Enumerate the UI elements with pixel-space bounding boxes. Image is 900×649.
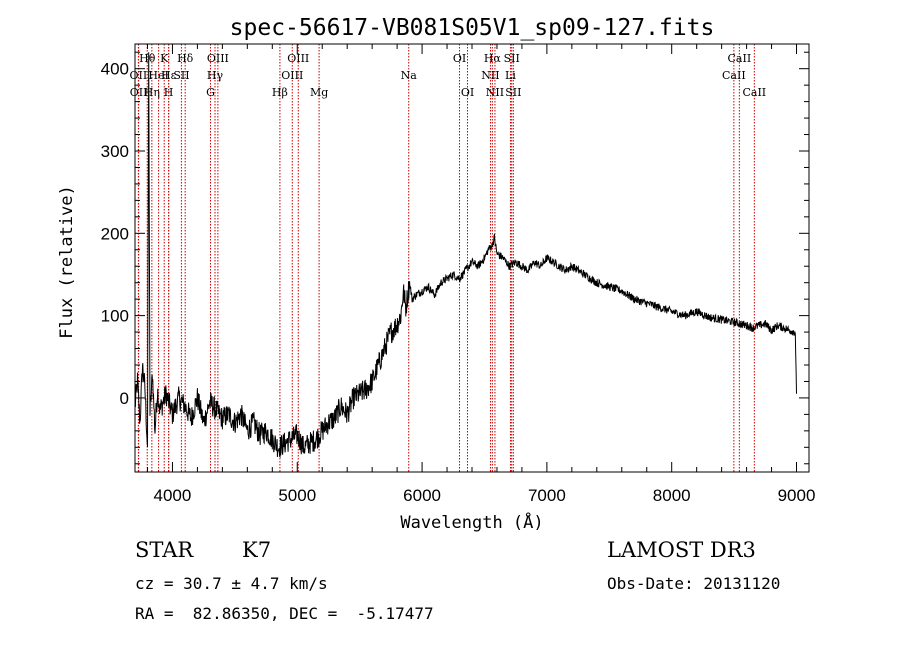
line-marker-label: OIII (207, 52, 229, 65)
x-tick-label: 7000 (528, 486, 566, 505)
line-marker-label: Hε (161, 69, 177, 82)
y-tick-label: 200 (101, 224, 129, 243)
line-marker-label: NII (486, 86, 504, 99)
line-marker-label: Hα (484, 52, 502, 65)
x-tick-label: 9000 (778, 486, 816, 505)
x-tick-label: 6000 (403, 486, 441, 505)
observation-date: Obs-Date: 20131120 (607, 574, 781, 593)
x-tick-label: 4000 (154, 486, 192, 505)
line-marker-label: G (206, 86, 215, 99)
line-marker-label: OII (130, 69, 148, 82)
y-tick-label: 100 (101, 307, 129, 326)
line-marker-label: Hγ (207, 69, 224, 82)
survey-name: LAMOST DR3 (607, 538, 756, 562)
x-axis: 4000 5000 6000 7000 8000 9000 (146, 44, 816, 505)
sky-coordinates: RA = 82.86350, DEC = -5.17477 (135, 604, 434, 623)
line-marker-label: K (160, 52, 169, 65)
line-marker-label: Li (505, 69, 516, 82)
line-marker-label: Na (401, 69, 418, 82)
line-marker-label: Hβ (272, 86, 288, 99)
line-marker-label: NII (481, 69, 499, 82)
line-marker-label: CaII (728, 52, 752, 65)
line-marker-label: CaII (722, 69, 746, 82)
y-axis: 0 100 200 300 400 (101, 51, 809, 465)
line-marker-label: OI (461, 86, 474, 99)
line-marker-label: OII (130, 86, 148, 99)
line-marker-label: OIII (281, 69, 303, 82)
redshift-velocity: cz = 30.7 ± 4.7 km/s (135, 574, 328, 593)
line-marker-label: SII (505, 86, 521, 99)
x-axis-label: Wavelength (Å) (400, 511, 543, 533)
spectral-subclass: K7 (242, 538, 272, 562)
line-marker-label: Hθ (139, 52, 156, 65)
line-marker-group (137, 44, 755, 472)
line-marker-label: CaII (742, 86, 766, 99)
x-tick-label: 8000 (653, 486, 691, 505)
line-marker-label: OIII (287, 52, 309, 65)
y-tick-label: 400 (101, 60, 129, 79)
line-marker-label: HeI (148, 69, 168, 82)
line-marker-label: SII (173, 69, 189, 82)
line-marker-label: H (164, 86, 174, 99)
spectrum-line (134, 52, 797, 459)
y-tick-label: 0 (120, 389, 129, 408)
chart-title: spec-56617-VB081S05V1_sp09-127.fits (230, 15, 715, 41)
x-tick-label: 5000 (278, 486, 316, 505)
plot-frame (134, 43, 810, 473)
line-marker-label: Hδ (177, 52, 194, 65)
line-marker-label: SII (504, 52, 520, 65)
y-tick-label: 300 (101, 142, 129, 161)
line-marker-label: OI (453, 52, 466, 65)
object-class: STAR (135, 538, 194, 562)
line-marker-label: Mg (310, 86, 328, 99)
y-axis-label: Flux (relative) (57, 185, 77, 339)
line-marker-label: Hη (144, 86, 160, 99)
